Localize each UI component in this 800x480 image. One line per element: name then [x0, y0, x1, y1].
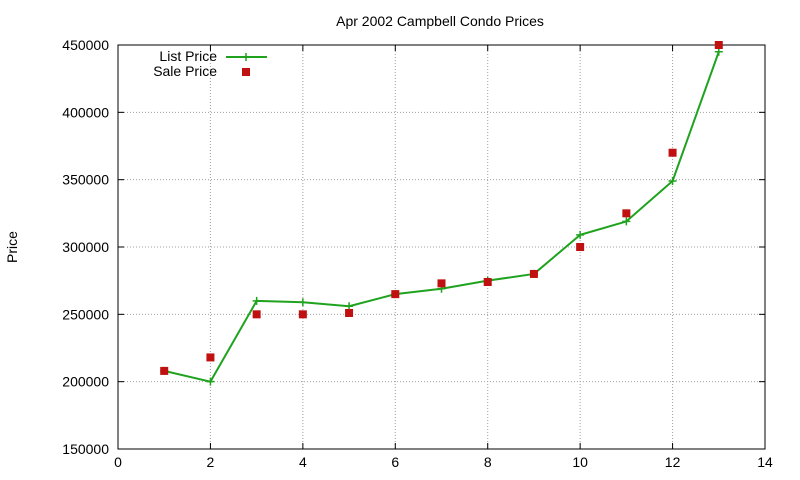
data-point-list-price [668, 177, 677, 186]
data-point-list-price [622, 217, 631, 226]
x-tick-label: 0 [114, 454, 122, 470]
x-tick-label: 8 [484, 454, 492, 470]
y-tick-label: 450000 [62, 37, 109, 53]
y-tick-label: 400000 [62, 104, 109, 120]
data-point-list-price [714, 47, 723, 56]
legend-marker-list-price [242, 53, 250, 61]
legend-label-list-price: List Price [159, 48, 217, 64]
data-point-list-price [345, 302, 354, 311]
x-tick-label: 12 [665, 454, 681, 470]
legend-marker-sale-price [242, 68, 250, 76]
legend: List Price Sale Price [153, 48, 267, 79]
series-layer [160, 41, 723, 386]
legend-label-sale-price: Sale Price [153, 63, 217, 79]
y-tick-label: 300000 [62, 239, 109, 255]
data-point-sale-price [252, 310, 261, 319]
x-tick-label: 14 [757, 454, 773, 470]
data-point-sale-price [160, 366, 169, 375]
ticks: 0 2 4 6 8 10 12 14 150000 200000 250000 300000 35000… [62, 37, 773, 470]
data-point-sale-price [437, 279, 446, 288]
y-axis-label: Price [4, 231, 20, 263]
data-point-sale-price [483, 278, 492, 287]
data-point-sale-price [206, 353, 215, 362]
y-tick-label: 250000 [62, 306, 109, 322]
data-point-sale-price [345, 308, 354, 317]
x-tick-label: 2 [207, 454, 215, 470]
data-point-sale-price [622, 209, 631, 218]
data-point-list-price [252, 296, 261, 305]
data-point-sale-price [529, 269, 538, 278]
data-point-sale-price [391, 290, 400, 299]
y-tick-label: 350000 [62, 172, 109, 188]
data-point-sale-price [576, 243, 585, 251]
data-point-list-price [298, 298, 307, 307]
x-tick-label: 6 [391, 454, 399, 470]
x-tick-label: 4 [299, 454, 307, 470]
y-tick-label: 200000 [62, 374, 109, 390]
data-point-list-price [206, 377, 215, 386]
data-point-list-price [576, 230, 585, 239]
x-tick-label: 10 [572, 454, 588, 470]
y-tick-label: 150000 [62, 441, 109, 457]
data-point-sale-price [668, 148, 677, 157]
chart-title: Apr 2002 Campbell Condo Prices [336, 13, 544, 29]
data-point-sale-price [298, 310, 307, 319]
data-point-sale-price [714, 41, 723, 49]
